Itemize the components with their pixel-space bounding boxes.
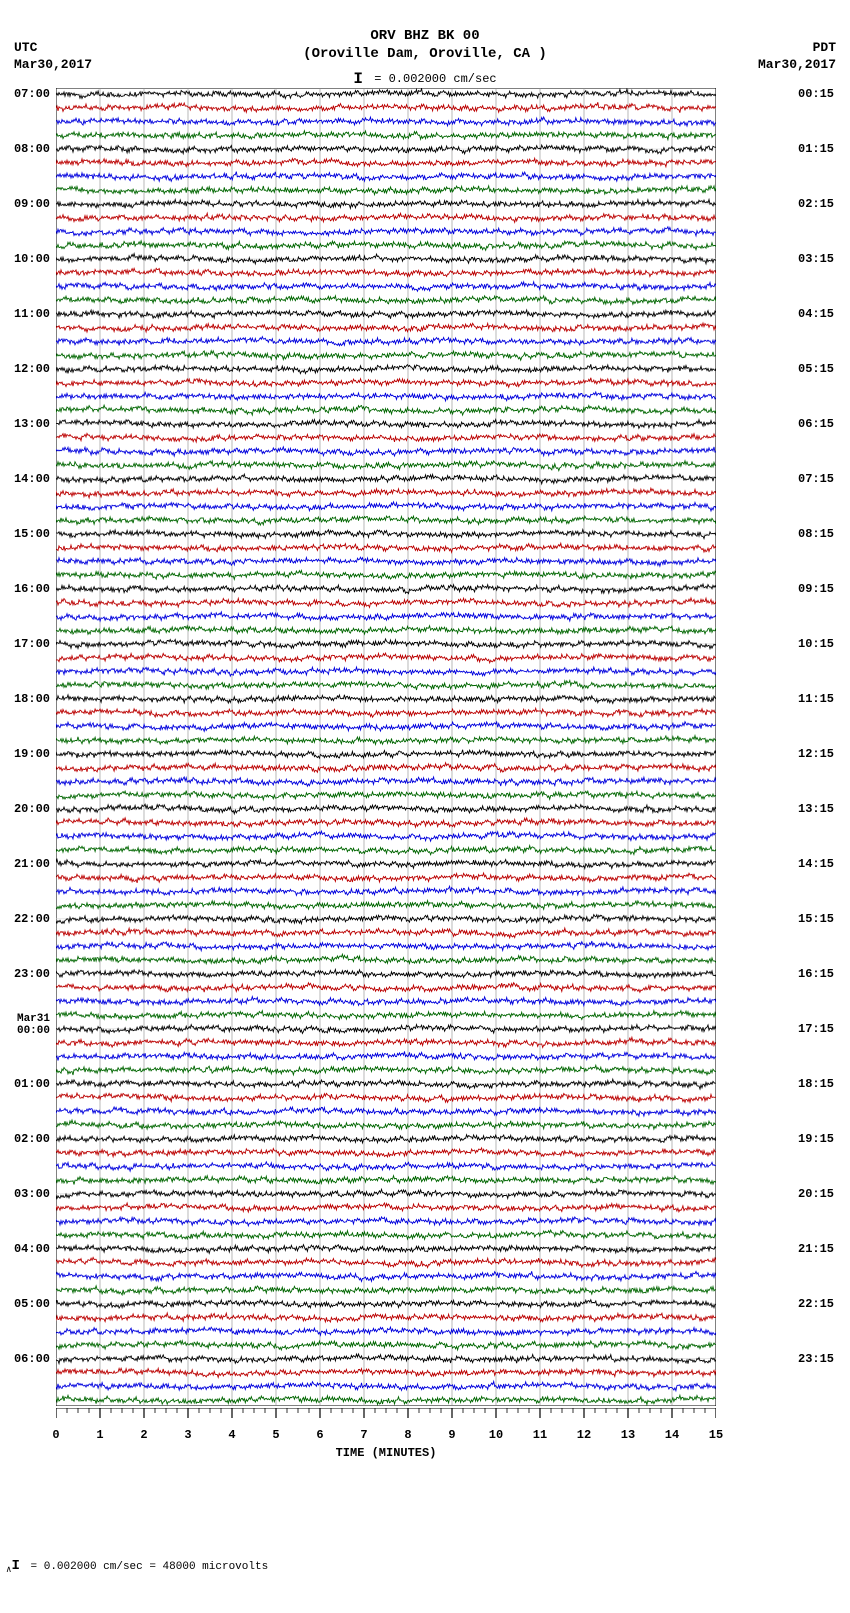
pdt-hour-label: 20:15 [798,1187,834,1201]
utc-hour-label: 13:00 [14,417,50,431]
utc-hour-label: 21:00 [14,857,50,871]
amplitude-scale: I = 0.002000 cm/sec [0,70,850,88]
x-tick-label: 6 [316,1428,323,1442]
x-tick-label: 2 [140,1428,147,1442]
x-tick-label: 12 [577,1428,591,1442]
x-tick-label: 14 [665,1428,679,1442]
pdt-hour-label: 07:15 [798,472,834,486]
utc-hour-label: 04:00 [14,1242,50,1256]
pdt-hour-label: 01:15 [798,142,834,156]
pdt-hour-label: 05:15 [798,362,834,376]
utc-hour-label: 12:00 [14,362,50,376]
utc-hour-label: 08:00 [14,142,50,156]
x-tick-label: 5 [272,1428,279,1442]
pdt-hour-label: 15:15 [798,912,834,926]
utc-hour-label: 01:00 [14,1077,50,1091]
scale-mark-icon: I [12,1558,20,1574]
utc-hour-label: 14:00 [14,472,50,486]
pdt-hour-label: 03:15 [798,252,834,266]
x-axis-ticks [56,1408,716,1426]
pdt-hour-label: 23:15 [798,1352,834,1366]
utc-hour-label: 10:00 [14,252,50,266]
footer-scale: ∧ I = 0.002000 cm/sec = 48000 microvolts [6,1558,268,1575]
utc-tz-label: UTC [14,40,92,57]
utc-hour-label: 18:00 [14,692,50,706]
utc-hour-label: 07:00 [14,87,50,101]
utc-hour-label: 05:00 [14,1297,50,1311]
pdt-tz-label: PDT [758,40,836,57]
pdt-hour-label: 04:15 [798,307,834,321]
pdt-hour-label: 06:15 [798,417,834,431]
utc-hour-label: 03:00 [14,1187,50,1201]
pdt-hour-label: 13:15 [798,802,834,816]
x-tick-label: 15 [709,1428,723,1442]
x-tick-label: 10 [489,1428,503,1442]
x-tick-label: 4 [228,1428,235,1442]
helicorder-plot [56,88,716,1406]
utc-hour-label: 17:00 [14,637,50,651]
utc-hour-label: 09:00 [14,197,50,211]
x-axis-title: TIME (MINUTES) [336,1446,437,1460]
utc-hour-label: 02:00 [14,1132,50,1146]
pdt-hour-label: 12:15 [798,747,834,761]
pdt-hour-label: 09:15 [798,582,834,596]
utc-header: UTC Mar30,2017 [14,40,92,74]
utc-hour-label: 23:00 [14,967,50,981]
pdt-hour-label: 19:15 [798,1132,834,1146]
x-tick-label: 0 [52,1428,59,1442]
pdt-hour-label: 17:15 [798,1022,834,1036]
x-tick-label: 8 [404,1428,411,1442]
station-id: ORV BHZ BK 00 [0,28,850,44]
pdt-hour-label: 21:15 [798,1242,834,1256]
pdt-hour-label: 02:15 [798,197,834,211]
x-tick-label: 1 [96,1428,103,1442]
pdt-hour-label: 22:15 [798,1297,834,1311]
station-location: (Oroville Dam, Oroville, CA ) [0,46,850,62]
x-tick-label: 11 [533,1428,547,1442]
x-tick-label: 13 [621,1428,635,1442]
pdt-hour-label: 16:15 [798,967,834,981]
chart-header: ORV BHZ BK 00 (Oroville Dam, Oroville, C… [0,28,850,88]
pdt-hour-label: 10:15 [798,637,834,651]
pdt-hour-label: 14:15 [798,857,834,871]
utc-hour-label: 19:00 [14,747,50,761]
utc-hour-label: 06:00 [14,1352,50,1366]
utc-hour-label: 22:00 [14,912,50,926]
utc-hour-label: 20:00 [14,802,50,816]
pdt-hour-label: 00:15 [798,87,834,101]
footer-scale-text: = 0.002000 cm/sec = 48000 microvolts [31,1561,269,1573]
utc-hour-label: 11:00 [14,307,50,321]
pdt-hour-labels: 00:15 01:15 02:15 03:15 04:15 05:15 06:15 07:15… [796,88,850,1406]
utc-hour-labels: 07:00 08:00 09:00 10:00 11:00 12:00 13:00 14:00… [0,88,54,1406]
pdt-hour-label: 11:15 [798,692,834,706]
x-tick-label: 3 [184,1428,191,1442]
pdt-hour-label: 08:15 [798,527,834,541]
x-tick-label: 9 [448,1428,455,1442]
pdt-header: PDT Mar30,2017 [758,40,836,74]
seismogram-svg [56,88,716,1406]
utc-hour-label: 15:00 [14,527,50,541]
x-tick-label: 7 [360,1428,367,1442]
utc-hour-label: Mar3100:00 [17,1013,50,1037]
pdt-hour-label: 18:15 [798,1077,834,1091]
pdt-date: Mar30,2017 [758,57,836,74]
utc-date: Mar30,2017 [14,57,92,74]
utc-hour-label: 16:00 [14,582,50,596]
scale-value: = 0.002000 cm/sec [374,72,496,86]
scale-mark-icon: I [353,70,363,88]
